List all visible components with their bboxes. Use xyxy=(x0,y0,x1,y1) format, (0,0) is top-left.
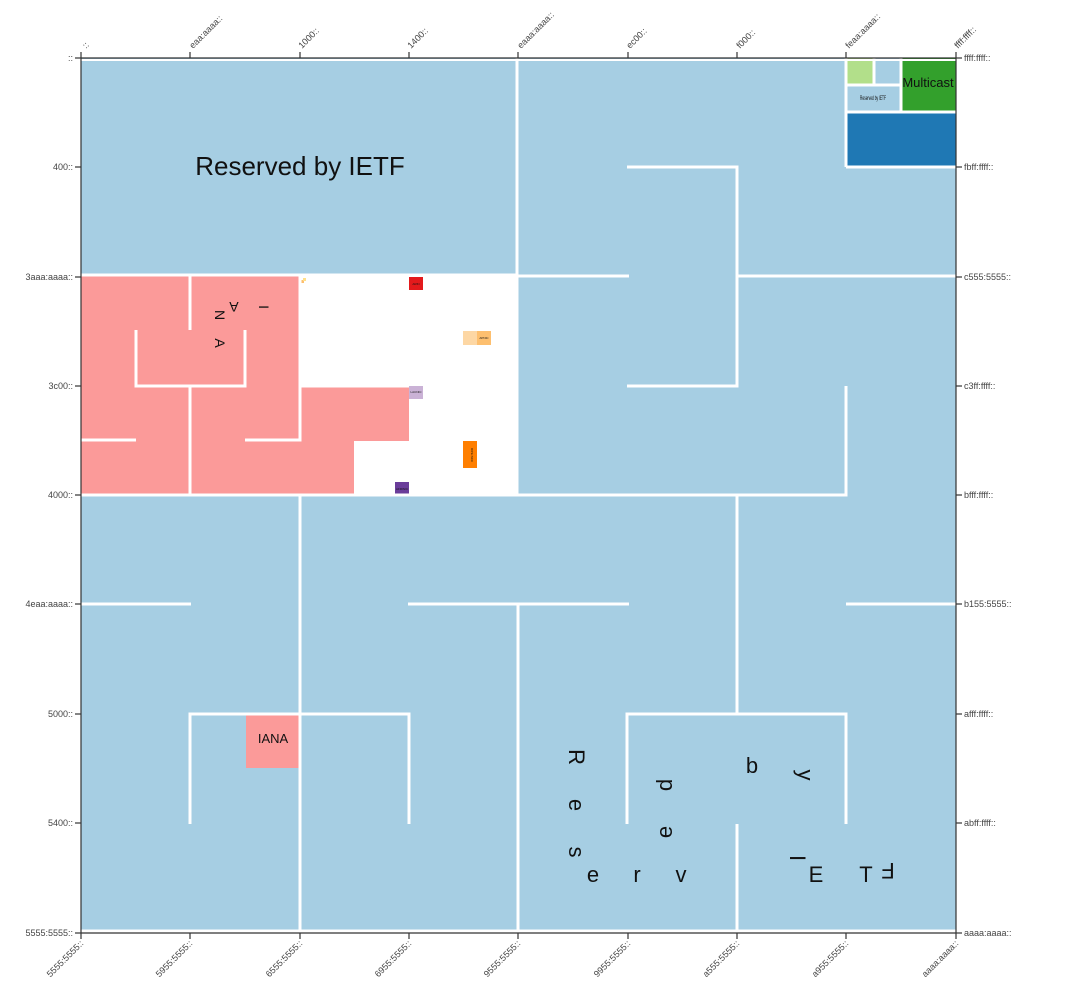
reserved-curve-letter: F xyxy=(881,858,894,883)
lacnic-block xyxy=(409,386,423,399)
right-tick-label: ffff:ffff:: xyxy=(964,53,991,63)
reserved-curve-letter: I xyxy=(785,855,810,861)
right-tick-label: b155:5555:: xyxy=(964,599,1012,609)
reserved-curve-letter: T xyxy=(859,862,872,887)
top-tick-label: ffff:ffff:: xyxy=(952,25,978,51)
top-tick-label: feaa:aaaa:: xyxy=(843,11,882,50)
left-tick-label: 400:: xyxy=(53,162,73,172)
bottom-axis-labels: 5555:5555:: 5955:5555:: 6555:5555:: 6955… xyxy=(45,938,961,979)
right-tick-label: fbff:ffff:: xyxy=(964,162,993,172)
reserved-curve-letter: E xyxy=(809,862,824,887)
left-tick-label: 5555:5555:: xyxy=(25,928,73,938)
apnic-label: APNIC xyxy=(479,336,489,340)
iana-block-small xyxy=(246,714,300,768)
left-tick-label: 4000:: xyxy=(48,490,73,500)
bottom-tick-label: a955:5555:: xyxy=(810,938,851,979)
afrinic-block xyxy=(395,482,409,495)
multicast-block xyxy=(901,58,956,112)
apnic-light-block xyxy=(463,331,477,345)
iana-curve-letter: I xyxy=(256,305,272,309)
arin-block xyxy=(409,277,423,290)
top-tick-label: :: xyxy=(80,40,91,51)
axes xyxy=(75,52,962,939)
bottom-tick-label: 6555:5555:: xyxy=(264,938,305,979)
right-axis-labels: ffff:ffff:: fbff:ffff:: c555:5555:: c3ff… xyxy=(964,53,1012,938)
left-tick-label: 5000:: xyxy=(48,709,73,719)
bottom-tick-label: 6955:5555:: xyxy=(373,938,414,979)
left-tick-label: 3c00:: xyxy=(48,381,73,391)
iana-block xyxy=(300,386,409,441)
iana-curve-letter: A xyxy=(229,299,239,315)
tiny-block xyxy=(300,280,304,283)
reserved-curve-letter: R xyxy=(564,749,589,765)
top-axis-labels: :: eaa:aaaa:: 1000:: 1400:: eaaa:aaaa:: … xyxy=(80,10,978,51)
reserved-curve-letter: e xyxy=(587,862,599,887)
reserved-curve-letter: s xyxy=(564,847,589,858)
top-tick-label: eaaa:aaaa:: xyxy=(515,10,556,51)
right-tick-label: c555:5555:: xyxy=(964,272,1011,282)
reserved-curve-letter: e xyxy=(652,826,677,838)
apnic-block xyxy=(477,331,491,345)
right-tick-label: aaaa:aaaa:: xyxy=(964,928,1012,938)
reserved-ietf-small-label: Reserved by IETF xyxy=(860,96,886,102)
top-tick-label: eaa:aaaa:: xyxy=(187,13,224,50)
iana-small-label: IANA xyxy=(258,731,289,746)
afrinic-label: AFRINIC xyxy=(396,487,409,491)
boundary-lines xyxy=(81,58,956,933)
ripencc-label: RIPE NCC xyxy=(470,448,474,463)
right-tick-label: abff:ffff:: xyxy=(964,818,996,828)
top-tick-label: ec00:: xyxy=(624,26,648,50)
reserved-curve-letter: d xyxy=(652,779,677,791)
reserved-curve-letter: y xyxy=(793,770,818,781)
bottom-tick-label: 9955:5555:: xyxy=(592,938,633,979)
region-labels: Reserved by IETF IANA Multicast Reserved… xyxy=(195,75,954,887)
left-tick-label: 3aaa:aaaa:: xyxy=(25,272,73,282)
left-tick-label: :: xyxy=(68,53,73,63)
multicast-label: Multicast xyxy=(902,75,954,90)
bottom-tick-label: 9555:5555:: xyxy=(482,938,523,979)
bottom-tick-label: aaaa:aaaa:: xyxy=(920,938,961,979)
bottom-tick-label: 5555:5555:: xyxy=(45,938,86,979)
iana-curve-letter: N xyxy=(212,310,228,320)
reserved-curve-letter: b xyxy=(746,753,758,778)
unique-local-block xyxy=(846,112,956,167)
ripencc-block xyxy=(463,441,477,468)
right-tick-label: bfff:ffff:: xyxy=(964,490,993,500)
iana-block xyxy=(300,441,354,495)
bottom-tick-label: a555:5555:: xyxy=(701,938,742,979)
top-tick-label: 1000:: xyxy=(296,26,321,51)
right-tick-label: afff:ffff:: xyxy=(964,709,993,719)
iana-curve-letter: A xyxy=(212,338,228,348)
arin-label: ARIN xyxy=(412,282,419,286)
left-tick-label: 4eaa:aaaa:: xyxy=(25,599,73,609)
reserved-curve-letter: e xyxy=(564,799,589,811)
right-tick-label: c3ff:ffff:: xyxy=(964,381,995,391)
top-tick-label: 1400:: xyxy=(405,26,430,51)
left-tick-label: 5400:: xyxy=(48,818,73,828)
lacnic-label: LACNIC xyxy=(410,390,422,394)
reserved-curve-letter: r xyxy=(633,862,640,887)
reserved-ietf-label: Reserved by IETF xyxy=(195,151,405,181)
reserved-curve-letter: v xyxy=(676,862,687,887)
link-local-block xyxy=(846,58,874,85)
top-tick-label: f000:: xyxy=(734,27,757,50)
bottom-tick-label: 5955:5555:: xyxy=(154,938,195,979)
left-axis-labels: :: 400:: 3aaa:aaaa:: 3c00:: 4000:: 4eaa:… xyxy=(25,53,73,938)
tiny-block xyxy=(303,278,306,281)
